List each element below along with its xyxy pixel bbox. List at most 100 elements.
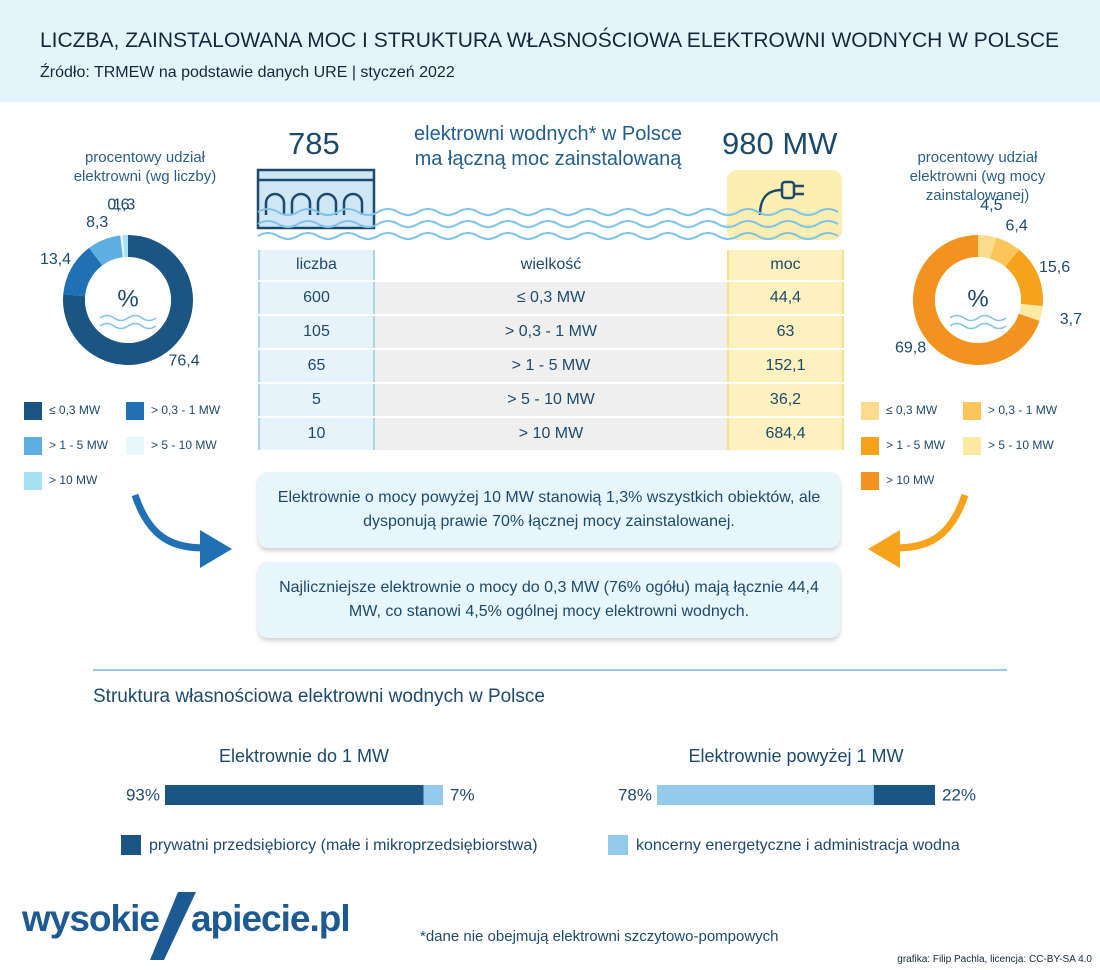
table-row: 10 > 10 MW 684,4 (258, 417, 844, 452)
logo-mark (150, 892, 196, 960)
donut-title: procentowy udział elektrowni (wg liczby) (73, 149, 217, 185)
value-label: 7% (450, 785, 475, 804)
table-cell: 10 (258, 417, 375, 452)
plug-box (727, 170, 842, 240)
legend-label: > 1 - 5 MW (886, 438, 946, 452)
plug-icon (758, 180, 804, 216)
source: Źródło: TRMEW na podstawie danych URE | … (40, 64, 455, 81)
table-cell: > 1 - 5 MW (374, 349, 728, 384)
column-header: liczba (258, 250, 375, 282)
table-cell: ≤ 0,3 MW (374, 281, 728, 316)
legend-swatch (861, 402, 879, 420)
hole-waves (99, 314, 157, 330)
total-power: 980 MW (722, 126, 838, 161)
donut-segment (63, 247, 103, 297)
donut-segment (1018, 304, 1043, 321)
donut-segment (989, 237, 1020, 267)
donut-segment (913, 235, 1040, 365)
value-label: 15,6 (1039, 259, 1070, 276)
legend-swatch (861, 472, 879, 490)
legend-label: koncerny energetyczne i administracja wo… (636, 837, 960, 854)
bar-title: Elektrownie do 1 MW (219, 746, 389, 766)
bar-segment (423, 785, 443, 805)
legend-swatch (126, 402, 144, 420)
value-label: 4,5 (980, 197, 1002, 214)
legend-swatch (126, 437, 144, 455)
table-cell: 5 (258, 383, 375, 418)
arrow-right (868, 493, 969, 568)
donut-hole (85, 257, 171, 343)
donut-segment (120, 235, 125, 258)
logo-text: wysokie (22, 898, 160, 939)
legend-label: > 0,3 - 1 MW (988, 403, 1058, 417)
legend-swatch (608, 835, 628, 855)
donut-segment (89, 235, 123, 266)
table-cell: > 10 MW (374, 417, 728, 452)
value-label: 0,6 (107, 197, 129, 214)
center-label: % (967, 285, 988, 312)
summary-line: elektrowni wodnych* w Polsce (414, 123, 682, 145)
logo-text: apiecie.pl (190, 898, 351, 939)
header-band (0, 0, 1100, 102)
table-cell: 152,1 (727, 349, 844, 384)
column-header: wielkość (374, 250, 728, 282)
donut-segment (978, 235, 997, 259)
legend-label: > 1 - 5 MW (49, 438, 109, 452)
logo: wysokie apiecie.pl (22, 898, 351, 940)
legend-swatch (963, 402, 981, 420)
table-cell: 600 (258, 281, 375, 316)
column-header: moc (727, 250, 844, 282)
legend-label: prywatni przedsiębiorcy (małe i mikroprz… (149, 837, 538, 854)
legend-label: > 5 - 10 MW (988, 438, 1054, 452)
table-cell: 684,4 (727, 417, 844, 452)
section-title: Struktura własnościowa elektrowni wodnyc… (93, 686, 545, 707)
value-label: 69,8 (895, 340, 926, 357)
legend-swatch (963, 437, 981, 455)
value-label: 22% (942, 785, 976, 804)
donut-hole (935, 257, 1021, 343)
table-cell: 105 (258, 315, 375, 350)
legend-label: > 10 MW (49, 473, 98, 487)
count: 785 (288, 126, 340, 161)
value-label: 6,4 (1005, 218, 1027, 235)
bar-segment (873, 785, 935, 805)
table-cell: > 0,3 - 1 MW (374, 315, 728, 350)
legend-label: > 0,3 - 1 MW (151, 403, 221, 417)
arrow-left (131, 493, 232, 568)
value-label: 13,4 (40, 251, 71, 268)
hole-waves (949, 314, 1007, 330)
footnote: *dane nie obejmują elektrowni szczytowo-… (420, 928, 779, 945)
bar-segment (657, 785, 874, 805)
page-title: LICZBA, ZAINSTALOWANA MOC I STRUKTURA WŁ… (40, 29, 1060, 52)
value-label: 1,3 (113, 196, 135, 213)
waves (257, 208, 839, 240)
table-row: 5 > 5 - 10 MW 36,2 (258, 383, 844, 418)
donut-segment (63, 235, 193, 365)
legend-swatch (121, 835, 141, 855)
bar-title: Elektrownie powyżej 1 MW (688, 746, 903, 766)
center-label: % (117, 285, 138, 312)
table-row: 600 ≤ 0,3 MW 44,4 (258, 281, 844, 316)
table-row: 105 > 0,3 - 1 MW 63 (258, 315, 844, 350)
dam-icon (256, 168, 376, 230)
table-cell: 65 (258, 349, 375, 384)
bar-segment (165, 785, 424, 805)
legend-swatch (861, 437, 879, 455)
table-cell: 63 (727, 315, 844, 350)
value-label: 78% (618, 785, 652, 804)
legend-label: > 5 - 10 MW (151, 438, 217, 452)
summary-text: elektrowni wodnych* w Polsce ma łączną m… (378, 122, 718, 172)
table-cell: 36,2 (727, 383, 844, 418)
note: Elektrownie o mocy powyżej 10 MW stanowi… (258, 472, 840, 548)
legend-label: ≤ 0,3 MW (886, 403, 938, 417)
credit: grafika: Filip Pachla, licencja: CC-BY-S… (897, 954, 1092, 965)
value-label: 93% (126, 785, 160, 804)
table: liczba wielkość moc 600 ≤ 0,3 MW 44,4 105 > 0,3… (258, 250, 844, 452)
value-label: 3,7 (1060, 311, 1082, 328)
donut-title: procentowy udział elektrowni (wg mocy za… (909, 149, 1046, 204)
donut-segment (122, 235, 128, 258)
table-cell: 44,4 (727, 281, 844, 316)
value-label: 8,3 (86, 214, 108, 231)
